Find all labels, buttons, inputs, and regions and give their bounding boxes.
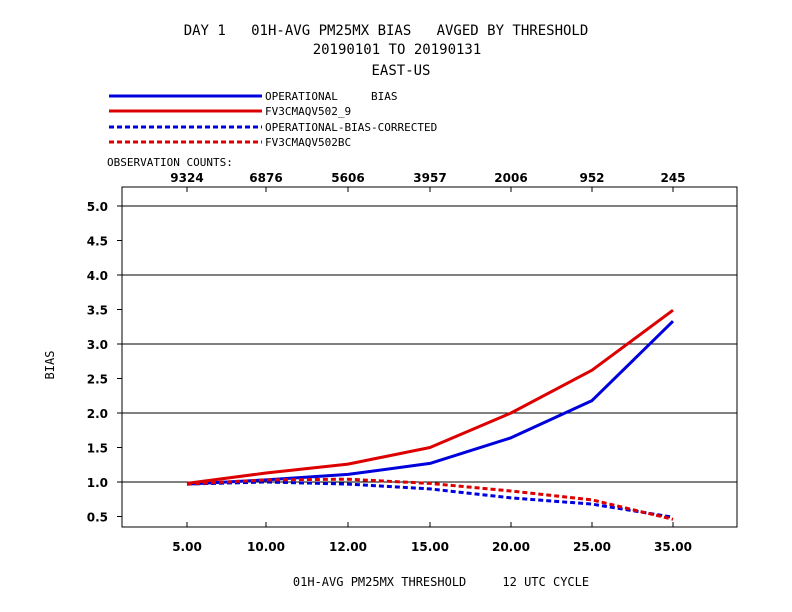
- title-line-2: 20190101 TO 20190131: [313, 42, 482, 58]
- title-line-1: DAY 1 01H-AVG PM25MX BIAS AVGED BY THRES…: [184, 23, 589, 39]
- title-line-3: EAST-US: [371, 63, 430, 79]
- y-tick-label: 4.0: [87, 269, 108, 283]
- y-tick-label: 5.0: [87, 200, 108, 214]
- legend-label: OPERATIONAL BIAS: [265, 90, 397, 103]
- x-tick-label: 35.00: [654, 540, 692, 554]
- gridlines: [122, 205, 737, 483]
- legend-label: FV3CMAQV502_9: [265, 105, 351, 118]
- series-line: [186, 480, 674, 519]
- y-tick-label: 2.0: [87, 407, 108, 421]
- series-lines: [186, 308, 675, 521]
- observation-count: 6876: [249, 171, 282, 185]
- x-tick-label: 20.00: [492, 540, 530, 554]
- x-tick-label: 10.00: [247, 540, 285, 554]
- x-tick-label: 15.00: [411, 540, 449, 554]
- legend: OPERATIONAL BIAS FV3CMAQV502_9 OPERATIONAL…: [109, 90, 437, 149]
- observation-count: 5606: [331, 171, 364, 185]
- x-tick-labels: 5.00 10.00 12.00 15.00 20.00 25.00 35.00: [172, 187, 692, 554]
- y-tick-label: 1.5: [87, 442, 108, 456]
- observation-counts-label: OBSERVATION COUNTS:: [107, 156, 233, 169]
- legend-label: OPERATIONAL-BIAS-CORRECTED: [265, 121, 437, 134]
- observation-count: 3957: [413, 171, 446, 185]
- y-tick-label: 3.5: [87, 304, 108, 318]
- series-line: [186, 477, 674, 521]
- y-tick-label: 3.0: [87, 338, 108, 352]
- series-line: [186, 320, 675, 486]
- chart-title: DAY 1 01H-AVG PM25MX BIAS AVGED BY THRES…: [184, 23, 589, 79]
- y-tick-label: 2.5: [87, 373, 108, 387]
- observation-count: 245: [660, 171, 685, 185]
- observation-counts: 9324 6876 5606 3957 2006 952 245: [170, 171, 685, 185]
- y-tick-label: 1.0: [87, 476, 108, 490]
- x-axis-label: 01H-AVG PM25MX THRESHOLD 12 UTC CYCLE: [293, 575, 589, 589]
- observation-count: 2006: [494, 171, 527, 185]
- x-tick-label: 5.00: [172, 540, 202, 554]
- y-axis-label: BIAS: [43, 351, 57, 380]
- y-tick-label: 4.5: [87, 235, 108, 249]
- x-tick-label: 25.00: [573, 540, 611, 554]
- series-line: [186, 308, 674, 485]
- y-tick-label: 0.5: [87, 511, 108, 525]
- x-tick-label: 12.00: [329, 540, 367, 554]
- y-tick-labels: 0.5 1.0 1.5 2.0 2.5 3.0 3.5 4.0 4.5 5.0: [87, 200, 122, 525]
- legend-label: FV3CMAQV502BC: [265, 136, 351, 149]
- observation-count: 9324: [170, 171, 203, 185]
- plot-frame: [121, 186, 738, 528]
- observation-count: 952: [579, 171, 604, 185]
